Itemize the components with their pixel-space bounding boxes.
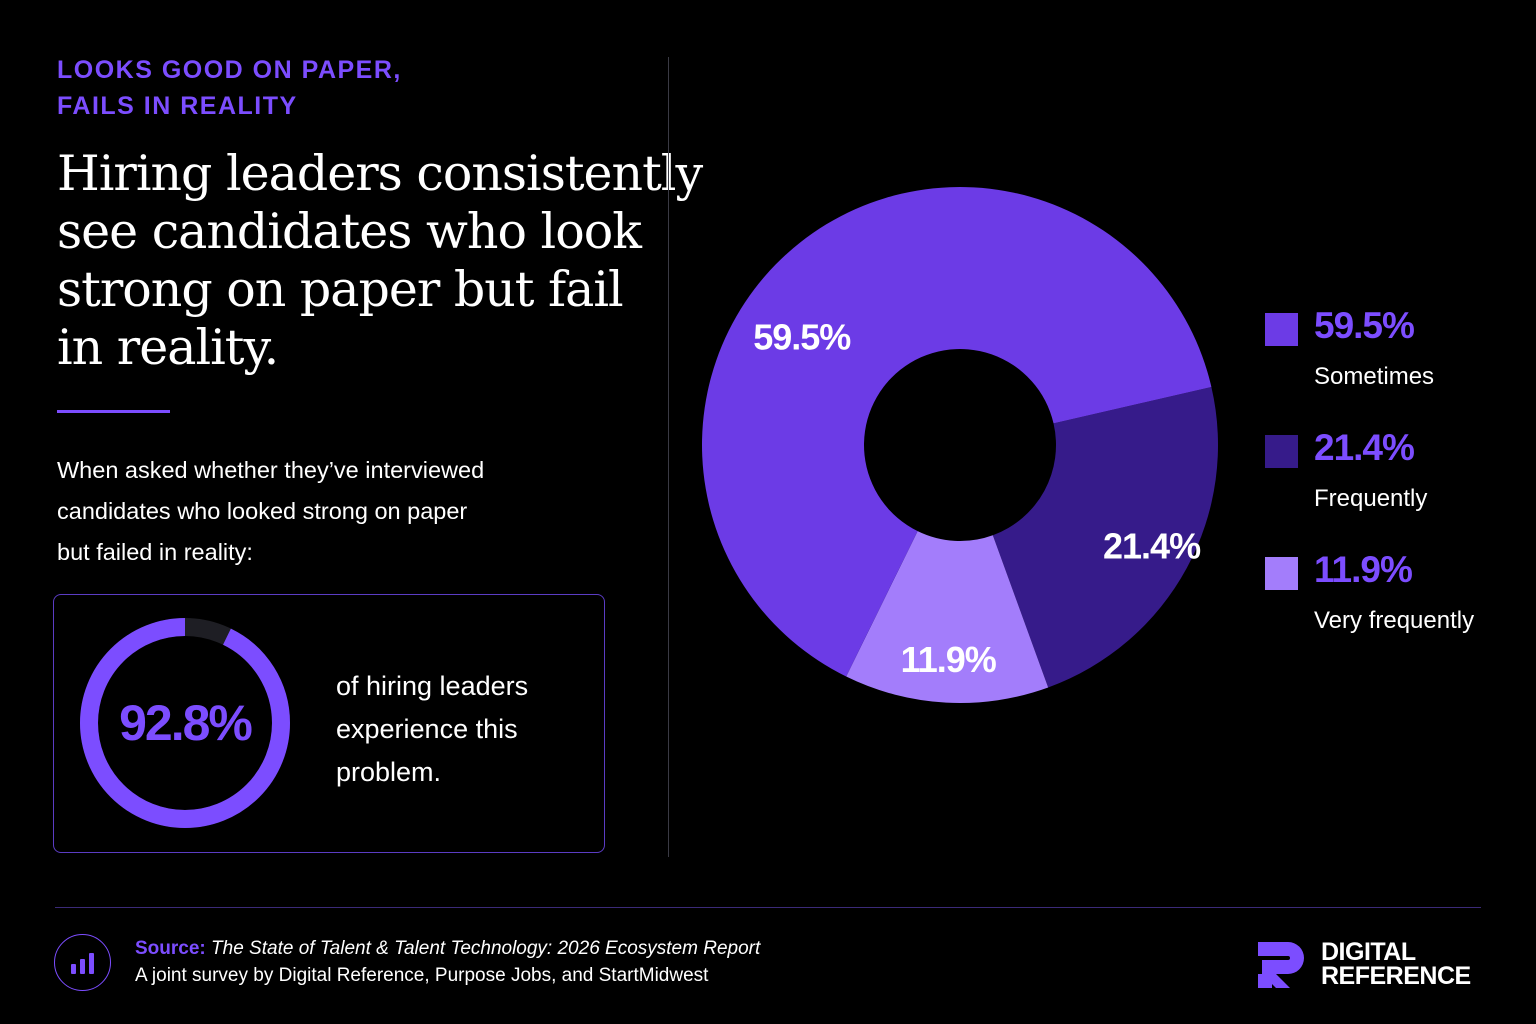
legend-label-frequently: Frequently [1314,485,1428,512]
footer-divider [55,907,1481,908]
donut-slice-frequently [992,386,1218,688]
headline-line-2: see candidates who look [57,203,642,260]
donut-chart: 21.4% 11.9% 59.5% [702,187,1218,703]
brand-line-2: REFERENCE [1321,962,1471,990]
stat-caption-line-1: of hiring leaders [336,671,529,701]
legend-value-sometimes: 59.5% [1314,305,1415,346]
legend-swatch-very-frequently [1265,557,1298,590]
donut-label-frequently: 21.4% [1103,526,1201,567]
stat-ring-fill [80,618,290,828]
donut-label-sometimes: 59.5% [753,316,851,357]
donut-label-very-frequently: 11.9% [901,639,997,680]
intro-line-2: candidates who looked strong on paper [57,498,468,524]
headline-line-4: in reality. [57,319,279,376]
source-title: The State of Talent & Talent Technology:… [211,938,761,959]
legend-label-sometimes: Sometimes [1314,363,1435,390]
intro-line-3: but failed in reality: [57,539,253,565]
stat-ring [80,618,290,828]
vertical-divider [668,57,669,857]
brand-line-1: DIGITAL [1321,938,1416,966]
bar-chart-icon [54,934,111,991]
donut-slice-sometimes [702,187,1212,677]
donut-slice-very-frequently [846,531,1049,703]
headline-line-3: strong on paper but fail [57,261,624,318]
legend-swatch-sometimes [1265,313,1298,346]
eyebrow: LOOKS GOOD ON PAPER, FAILS IN REALITY [57,52,402,124]
stat-card: 92.8% of hiring leaders experience this … [53,594,605,853]
digital-reference-logo-icon [1258,942,1304,988]
eyebrow-line-1: LOOKS GOOD ON PAPER, [57,56,402,84]
eyebrow-line-2: FAILS IN REALITY [57,92,298,120]
stat-caption-line-3: problem. [336,757,442,787]
stat-value: 92.8% [119,695,253,751]
source-subtitle: A joint survey by Digital Reference, Pur… [135,965,709,986]
intro-text: When asked whether they’ve interviewed c… [57,450,557,573]
legend-value-very-frequently: 11.9% [1314,549,1413,590]
legend-label-very-frequently: Very frequently [1314,607,1475,634]
accent-rule [57,410,170,413]
source-line: Source: The State of Talent & Talent Tec… [135,938,760,960]
stat-caption: of hiring leaders experience this proble… [336,665,586,794]
source-label: Source: [135,938,206,959]
headline-line-1: Hiring leaders consistently [57,145,703,202]
headline: Hiring leaders consistently see candidat… [57,145,703,377]
brand-name: DIGITAL REFERENCE [1321,938,1471,990]
intro-line-1: When asked whether they’ve interviewed [57,457,485,483]
legend-swatch-frequently [1265,435,1298,468]
legend-value-frequently: 21.4% [1314,427,1415,468]
stat-caption-line-2: experience this [336,714,518,744]
